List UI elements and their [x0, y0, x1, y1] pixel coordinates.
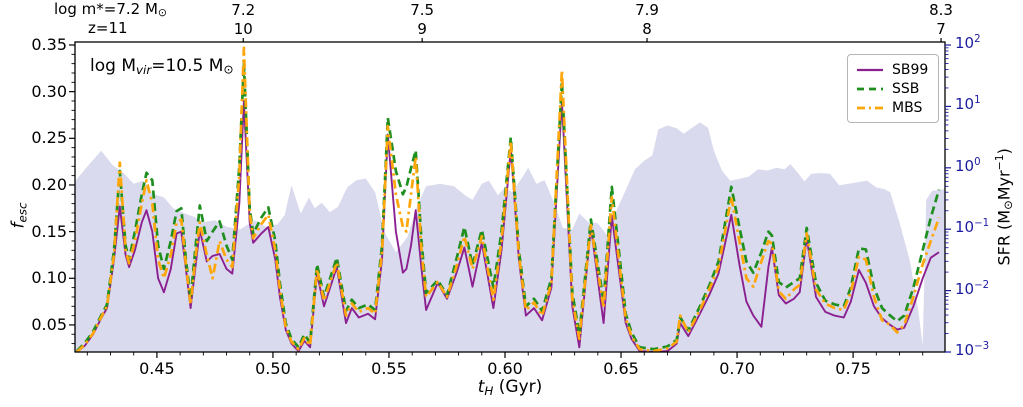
top-mass-tick-label: 7.5	[410, 1, 435, 19]
y-tick-label: 0.10	[31, 268, 67, 288]
right-tick-label: 10−3	[955, 341, 990, 359]
top-mass-tick-label: 7.2	[231, 1, 256, 19]
legend-entry-ssb: SSB	[856, 79, 930, 98]
top-mass-tick-label: 8.3	[929, 1, 953, 19]
right-tick-label: 100	[955, 156, 981, 175]
top-axis-left-z-label: z=11	[88, 19, 128, 37]
top-mass-tick-label: 7.9	[635, 1, 659, 19]
series-line-mbs	[75, 46, 941, 352]
x-tick-label: 0.65	[603, 359, 639, 378]
y-tick-label: 0.30	[31, 81, 67, 101]
legend-label-mbs: MBS	[892, 99, 923, 116]
right-tick-label: 102	[955, 34, 981, 53]
right-tick-label: 10−1	[955, 218, 990, 237]
top-z-tick-label: 10	[233, 20, 253, 38]
right-tick-label: 101	[955, 95, 981, 114]
x-tick-label: 0.60	[487, 359, 523, 378]
x-axis-title: tH (Gyr)	[477, 377, 543, 398]
top-z-tick-label: 9	[417, 20, 427, 38]
right-axis-title: SFR (M⊙Myr−1)	[993, 148, 1015, 266]
y-tick-label: 0.25	[31, 128, 67, 148]
y-tick-label: 0.35	[31, 34, 67, 54]
legend: SB99 SSB MBS	[847, 54, 939, 123]
x-tick-label: 0.75	[835, 359, 871, 378]
y-tick-label: 0.15	[31, 221, 67, 241]
legend-label-ssb: SSB	[892, 80, 920, 97]
virial-mass-annotation: log Mvir=10.5 M⊙	[90, 56, 234, 77]
legend-label-sb99: SB99	[892, 61, 929, 78]
sb99-line-sample	[857, 68, 883, 71]
right-tick-label: 10−2	[955, 279, 990, 298]
mbs-line-sample	[857, 106, 883, 109]
top-z-tick-label: 7	[936, 20, 946, 38]
x-tick-label: 0.45	[139, 359, 175, 378]
ssb-line-sample	[857, 87, 883, 90]
y-tick-label: 0.05	[31, 314, 67, 334]
plot-spines	[74, 41, 946, 353]
x-tick-label: 0.50	[255, 359, 291, 378]
y-tick-label: 0.20	[31, 174, 67, 194]
x-tick-label: 0.55	[371, 359, 407, 378]
x-tick-label: 0.70	[719, 359, 755, 378]
sfr-area	[75, 122, 945, 352]
legend-entry-mbs: MBS	[856, 98, 930, 117]
legend-entry-sb99: SB99	[856, 60, 930, 79]
top-axis-left-mass-label: log m*=7.2 M⊙	[54, 0, 167, 20]
top-z-tick-label: 8	[642, 20, 652, 38]
